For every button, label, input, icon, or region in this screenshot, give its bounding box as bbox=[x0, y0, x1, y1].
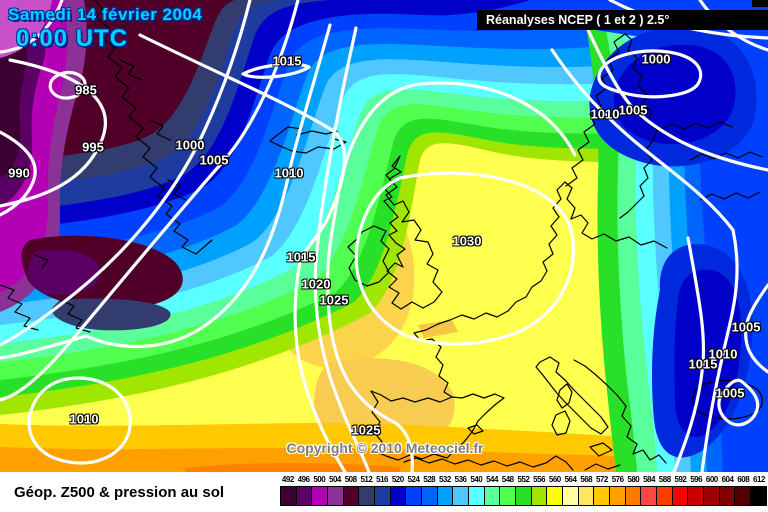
scale-cell bbox=[390, 487, 407, 505]
scale-tick-label: 588 bbox=[658, 475, 671, 484]
pressure-field bbox=[0, 0, 768, 472]
scale-cell bbox=[688, 487, 705, 505]
weather-map-svg bbox=[0, 0, 768, 472]
scale-tick-label: 576 bbox=[611, 475, 624, 484]
scale-cell bbox=[328, 487, 344, 505]
date-label: Samedi 14 février 2004 bbox=[8, 5, 203, 24]
scale-labels: 492 496 500 504 508 512 516 520 524 528 532 536 540 5… bbox=[280, 474, 767, 485]
footer-bar: Géop. Z500 & pression au sol 492 496 500 50… bbox=[0, 472, 768, 512]
scale-tick-label: 612 bbox=[753, 475, 765, 484]
scale-cell bbox=[625, 487, 642, 505]
scale-tick-label: 556 bbox=[533, 475, 546, 484]
scale-cell bbox=[516, 487, 532, 505]
scale-cell bbox=[672, 487, 689, 505]
scale-tick-label: 512 bbox=[360, 475, 373, 484]
time-label: 0:00 UTC bbox=[16, 25, 129, 52]
scale-cell bbox=[406, 487, 423, 505]
scale-tick-label: 516 bbox=[376, 475, 388, 484]
scale-cell bbox=[547, 487, 564, 505]
scale-cell bbox=[751, 487, 766, 505]
scale-cell bbox=[641, 487, 658, 505]
scale-tick-label: 492 bbox=[281, 475, 294, 484]
scale-tick-label: 548 bbox=[501, 475, 514, 484]
scale-cell bbox=[594, 487, 611, 505]
scale-cell bbox=[735, 487, 752, 505]
scale-tick-label: 536 bbox=[454, 475, 467, 484]
source-label: Réanalyses NCEP ( 1 et 2 ) 2.5° bbox=[486, 13, 670, 27]
scale-cell bbox=[422, 487, 438, 505]
copyright-label: Copyright © 2010 Meteociel.fr bbox=[286, 440, 484, 456]
scale-cell bbox=[375, 487, 391, 505]
scale-tick-label: 592 bbox=[674, 475, 687, 484]
coastlines bbox=[0, 0, 763, 471]
scale-tick-label: 580 bbox=[627, 475, 640, 484]
scale-cell bbox=[312, 487, 329, 505]
scale-tick-label: 508 bbox=[344, 475, 357, 484]
scale-cell bbox=[296, 487, 313, 505]
scale-tick-label: 560 bbox=[548, 475, 561, 484]
scale-cell bbox=[484, 487, 501, 505]
scale-tick-label: 564 bbox=[564, 475, 577, 484]
scale-tick-label: 528 bbox=[423, 475, 436, 484]
source-box: Réanalyses NCEP ( 1 et 2 ) 2.5° bbox=[477, 10, 768, 30]
scale-tick-label: 520 bbox=[391, 475, 404, 484]
scale-tick-label: 504 bbox=[329, 475, 341, 484]
scale-tick-label: 524 bbox=[407, 475, 420, 484]
scale-tick-label: 500 bbox=[313, 475, 326, 484]
scale-tick-label: 608 bbox=[737, 475, 750, 484]
scale-cell bbox=[610, 487, 626, 505]
map-title: Géop. Z500 & pression au sol bbox=[14, 483, 225, 501]
scale-cell bbox=[563, 487, 579, 505]
scale-cell bbox=[531, 487, 548, 505]
scale-cell bbox=[500, 487, 517, 505]
scale-tick-label: 496 bbox=[297, 475, 310, 484]
scale-cell bbox=[453, 487, 470, 505]
scale-cell bbox=[343, 487, 360, 505]
scale-tick-label: 544 bbox=[486, 475, 498, 484]
scale-tick-label: 596 bbox=[690, 475, 703, 484]
scale-tick-label: 568 bbox=[580, 475, 593, 484]
scale-tick-label: 584 bbox=[643, 475, 655, 484]
scale-cell bbox=[657, 487, 673, 505]
scale-tick-label: 604 bbox=[721, 475, 734, 484]
scale-cell bbox=[469, 487, 485, 505]
corner-box bbox=[752, 0, 768, 7]
isobars bbox=[0, 0, 768, 472]
scale-tick-label: 600 bbox=[705, 475, 718, 484]
scale-cell bbox=[704, 487, 720, 505]
scale-tick-label: 540 bbox=[470, 475, 483, 484]
color-scale: 492 496 500 504 508 512 516 520 524 528 532 536 540 5… bbox=[280, 474, 767, 510]
scale-cell bbox=[359, 487, 376, 505]
scale-cell bbox=[578, 487, 595, 505]
scale-tick-label: 572 bbox=[595, 475, 608, 484]
scale-cell bbox=[281, 487, 297, 505]
scale-cells bbox=[280, 486, 767, 506]
scale-tick-label: 532 bbox=[438, 475, 451, 484]
scale-tick-label: 552 bbox=[517, 475, 530, 484]
map-area: Samedi 14 février 2004 0:00 UTC Réanalys… bbox=[0, 0, 768, 472]
scale-cell bbox=[719, 487, 736, 505]
scale-cell bbox=[437, 487, 454, 505]
